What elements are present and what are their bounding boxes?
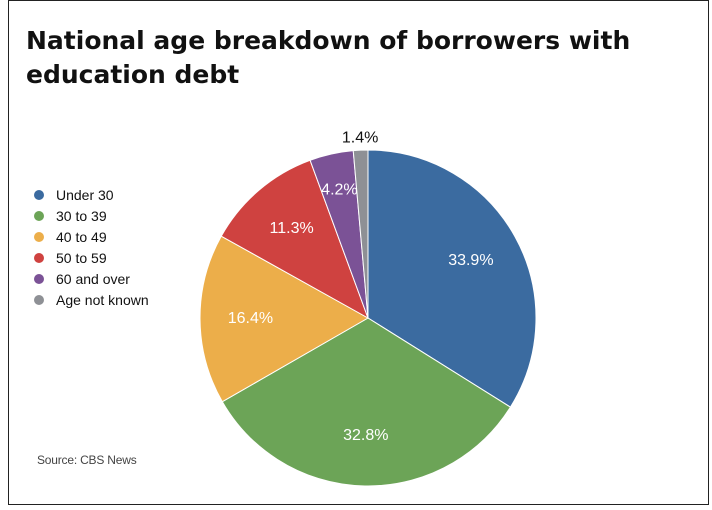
- legend-swatch: [34, 231, 44, 242]
- data-label: 32.8%: [343, 427, 388, 444]
- legend-label: 30 to 39: [56, 207, 107, 224]
- chart-legend: Under 30 30 to 39 40 to 49 50 to 59 60 a…: [34, 184, 149, 310]
- pie-slice-under-30: [367, 149, 537, 408]
- pie-slice-50-to-59: [220, 159, 369, 320]
- pie-slice-age-not-known: [352, 149, 369, 319]
- legend-label: Age not known: [56, 291, 149, 308]
- data-label: 1.4%: [342, 129, 378, 146]
- data-label: 16.4%: [228, 310, 273, 327]
- legend-swatch: [34, 294, 44, 305]
- chart-title: National age breakdown of borrowers with…: [26, 26, 631, 89]
- pie-slice-40-to-49: [199, 235, 370, 403]
- legend-swatch: [34, 252, 44, 263]
- legend-label: 40 to 49: [56, 228, 107, 245]
- source-note: Source: CBS News: [37, 453, 137, 467]
- legend-item-30-to-39: 30 to 39: [34, 205, 149, 226]
- legend-swatch: [34, 210, 44, 221]
- legend-label: Under 30: [56, 186, 114, 203]
- data-label: 33.9%: [448, 252, 493, 269]
- data-label: 11.3%: [270, 220, 314, 237]
- legend-item-age-not-known: Age not known: [34, 289, 149, 310]
- legend-label: 50 to 59: [56, 249, 107, 266]
- pie-slice-30-to-39: [221, 317, 512, 487]
- legend-item-50-to-59: 50 to 59: [34, 247, 149, 268]
- legend-swatch: [34, 189, 44, 200]
- legend-item-60-and-over: 60 and over: [34, 268, 149, 289]
- legend-swatch: [34, 273, 44, 284]
- legend-label: 60 and over: [56, 270, 130, 287]
- legend-item-40-to-49: 40 to 49: [34, 226, 149, 247]
- legend-item-under-30: Under 30: [34, 184, 149, 205]
- data-label: 4.2%: [321, 181, 357, 198]
